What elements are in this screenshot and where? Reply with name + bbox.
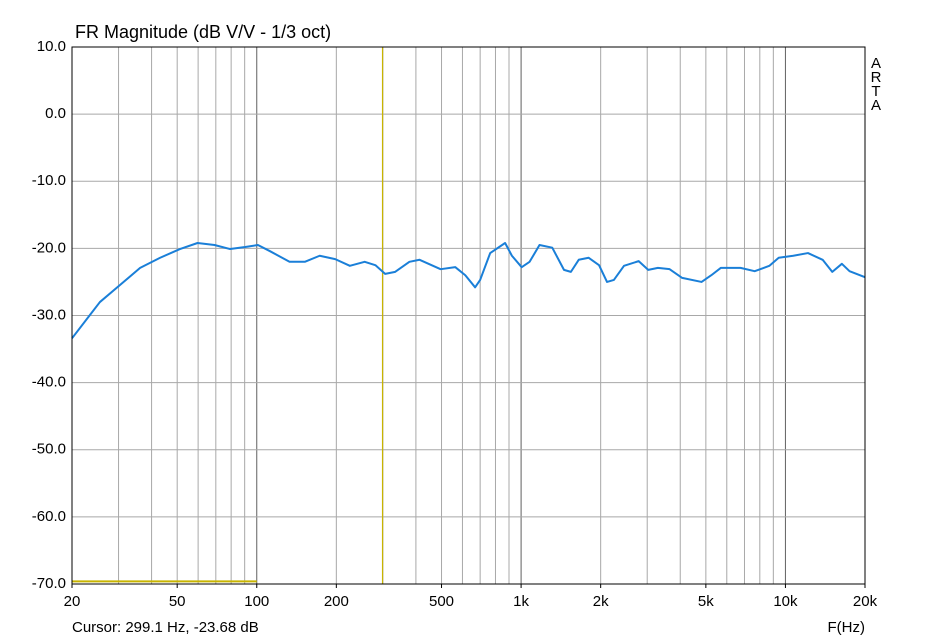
y-tick-label: -40.0 (32, 374, 66, 391)
x-tick-label: 50 (169, 593, 186, 610)
x-tick-label: 20 (64, 593, 81, 610)
y-tick-label: -60.0 (32, 508, 66, 525)
chart-title: FR Magnitude (dB V/V - 1/3 oct) (75, 22, 331, 42)
y-tick-label: -30.0 (32, 306, 66, 323)
x-tick-label: 1k (513, 593, 529, 610)
x-tick-label: 200 (324, 593, 349, 610)
data-line (71, 242, 866, 339)
y-tick-label: -70.0 (32, 575, 66, 592)
y-tick-label: -10.0 (32, 172, 66, 189)
x-tick-label: 5k (698, 593, 714, 610)
x-axis-label: F(Hz) (828, 619, 866, 636)
cursor-readout: Cursor: 299.1 Hz, -23.68 dB (72, 619, 259, 636)
watermark: ARTA (868, 55, 885, 111)
x-tick-label: 2k (593, 593, 609, 610)
x-tick-label: 10k (773, 593, 798, 610)
x-tick-label: 20k (853, 593, 878, 610)
x-tick-label: 100 (244, 593, 269, 610)
y-tick-label: 0.0 (45, 105, 66, 122)
y-tick-label: -20.0 (32, 239, 66, 256)
x-tick-label: 500 (429, 593, 454, 610)
y-tick-label: 10.0 (37, 38, 66, 55)
plot-frame (71, 46, 866, 585)
y-tick-label: -50.0 (32, 441, 66, 458)
